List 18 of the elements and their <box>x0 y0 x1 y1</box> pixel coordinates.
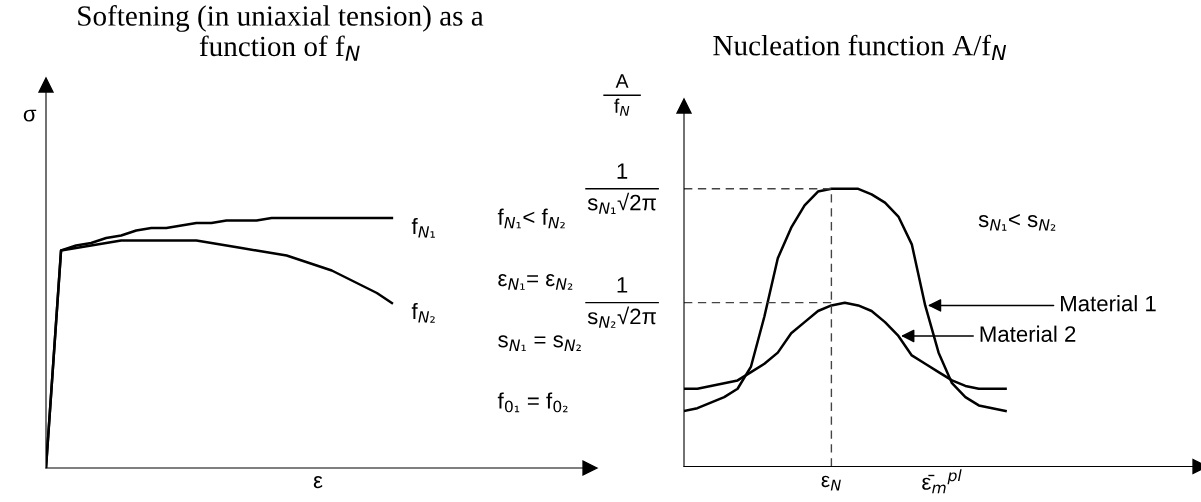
series-label: f$_{N₁}$ <box>411 217 435 238</box>
text: f$_{N₁}$< f$_{N₂}$ <box>497 208 565 229</box>
y-axis-title: A f$_{N}$ <box>614 74 630 116</box>
text: s$_{N₁}$ = s$_{N₂}$ <box>498 335 581 351</box>
series-label: f$_{N₂}$ <box>411 302 435 323</box>
legend-label: Material 2 <box>980 325 1076 342</box>
text: f$_{0₁}$ = f$_{0₂}$ <box>497 392 568 413</box>
text: ε$_{N₁}$= ε$_{N₂}$ <box>498 274 573 290</box>
text: 1 s$_{N₁}$√2π <box>587 163 656 214</box>
x-axis-title: ε̄$_{m}$$^{pl}$ <box>922 469 962 494</box>
chart-title: Softening (in uniaxial tension) as a function of f$_{N}$ <box>78 5 484 61</box>
text: 1 s$_{N₂}$√2π <box>587 277 656 328</box>
text: Material 1 <box>1061 295 1156 312</box>
text: ε$_{N}$ <box>821 475 841 491</box>
chart-title: Nucleation function A/f$_{N}$ <box>713 34 1007 60</box>
annotation: s$_{N₁}$< s$_{N₂}$ <box>978 214 1056 231</box>
x-axis-title: ε <box>313 475 323 489</box>
y-axis-title: σ <box>23 109 37 122</box>
